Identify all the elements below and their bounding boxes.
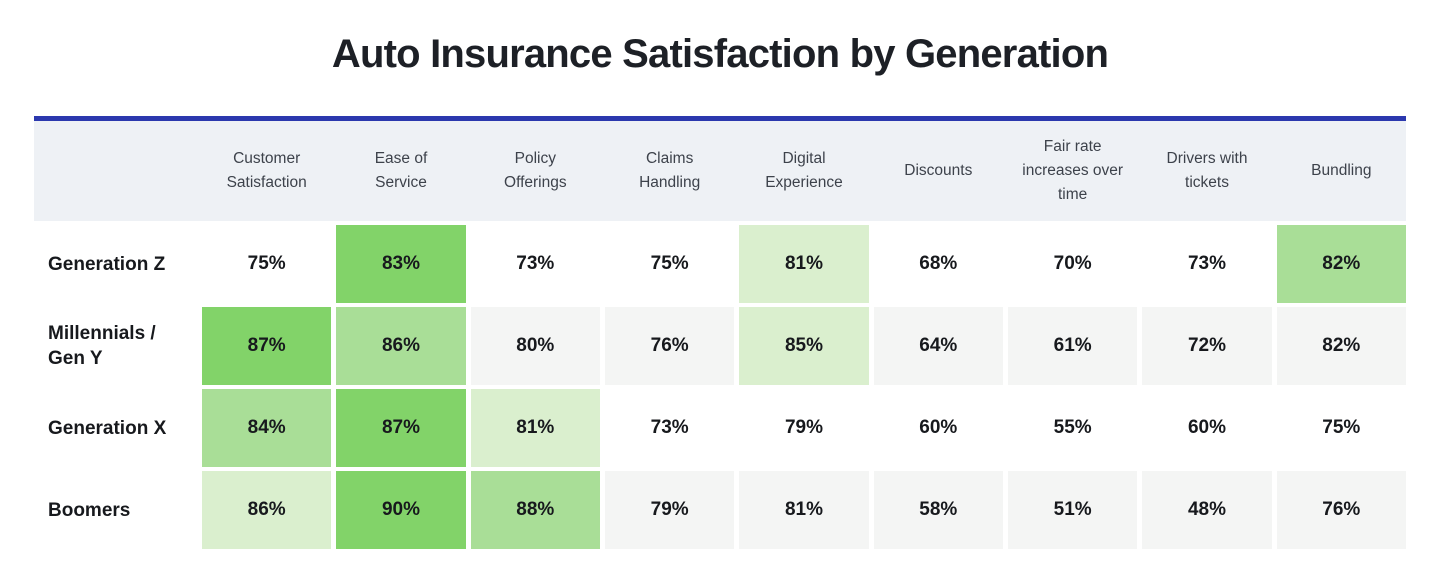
- heatmap-cell: 72%: [1142, 307, 1272, 385]
- heatmap-cell: 90%: [336, 471, 466, 549]
- heatmap-cell: 80%: [470, 307, 600, 385]
- column-header-ease-of-service: Ease of Service: [374, 150, 428, 191]
- heatmap-cell: 51%: [1007, 471, 1138, 549]
- column-header-policy-offerings: Policy Offerings: [504, 150, 567, 191]
- heatmap-cell: 73%: [516, 253, 555, 274]
- table-row-millennials-gen-y: Millennials / Gen Y 87% 86% 80% 76% 85% …: [34, 307, 1406, 385]
- infographic-canvas: Auto Insurance Satisfaction by Generatio…: [0, 30, 1440, 585]
- heatmap-cell: 88%: [470, 471, 600, 549]
- row-label-generation-z: Generation Z: [48, 253, 166, 275]
- heatmap-cell: 75%: [1322, 417, 1361, 438]
- table-row-generation-z: Generation Z 75% 83% 73% 75% 81% 68% 70%…: [34, 225, 1406, 303]
- satisfaction-table: Customer Satisfaction Ease of Service Po…: [34, 116, 1406, 549]
- heatmap-cell: 82%: [1276, 225, 1406, 303]
- heatmap-cell: 83%: [336, 225, 466, 303]
- heatmap-cell: 68%: [919, 253, 958, 274]
- heatmap-cell: 61%: [1007, 307, 1138, 385]
- heatmap-cell: 86%: [202, 471, 332, 549]
- column-header-fair-rate-increases: Fair rate increases over time: [1022, 138, 1124, 203]
- heatmap-cell: 84%: [202, 389, 332, 467]
- heatmap-cell: 86%: [336, 307, 466, 385]
- heatmap-cell: 64%: [873, 307, 1003, 385]
- row-label-boomers: Boomers: [48, 499, 131, 521]
- heatmap-cell: 82%: [1276, 307, 1406, 385]
- column-header-digital-experience: Digital Experience: [765, 150, 843, 191]
- heatmap-cell: 55%: [1053, 417, 1092, 438]
- heatmap-cell: 76%: [1276, 471, 1406, 549]
- heatmap-cell: 73%: [650, 417, 689, 438]
- table-row-generation-x: Generation X 84% 87% 81% 73% 79% 60% 55%…: [34, 389, 1406, 467]
- accent-divider: [34, 116, 1406, 121]
- heatmap-cell: 58%: [873, 471, 1003, 549]
- heatmap-cell: 48%: [1142, 471, 1272, 549]
- table-header-row: Customer Satisfaction Ease of Service Po…: [34, 121, 1406, 221]
- corner-spacer: [34, 121, 197, 221]
- column-header-drivers-with-tickets: Drivers with tickets: [1166, 150, 1248, 191]
- page-title: Auto Insurance Satisfaction by Generatio…: [331, 32, 1109, 76]
- heatmap-cell: 76%: [604, 307, 735, 385]
- column-header-bundling: Bundling: [1311, 162, 1372, 179]
- column-header-claims-handling: Claims Handling: [639, 150, 701, 191]
- heatmap-cell: 60%: [1187, 417, 1226, 438]
- heatmap-cell: 75%: [247, 253, 286, 274]
- heatmap-cell: 87%: [202, 307, 332, 385]
- heatmap-cell: 75%: [650, 253, 689, 274]
- heatmap-cell: 81%: [739, 471, 869, 549]
- heatmap-cell: 81%: [470, 389, 600, 467]
- heatmap-cell: 70%: [1053, 253, 1092, 274]
- heatmap-cell: 60%: [919, 417, 958, 438]
- table-row-boomers: Boomers 86% 90% 88% 79% 81% 58% 51% 48% …: [34, 471, 1406, 549]
- heatmap-cell: 73%: [1187, 253, 1226, 274]
- heatmap-cell: 79%: [784, 417, 823, 438]
- row-label-millennials-gen-y: Millennials / Gen Y: [48, 323, 156, 369]
- column-header-discounts: Discounts: [904, 162, 973, 179]
- heatmap-cell: 85%: [739, 307, 869, 385]
- heatmap-cell: 79%: [604, 471, 735, 549]
- heatmap-cell: 81%: [739, 225, 869, 303]
- column-header-customer-satisfaction: Customer Satisfaction: [226, 150, 307, 191]
- row-label-generation-x: Generation X: [48, 417, 167, 439]
- heatmap-cell: 87%: [336, 389, 466, 467]
